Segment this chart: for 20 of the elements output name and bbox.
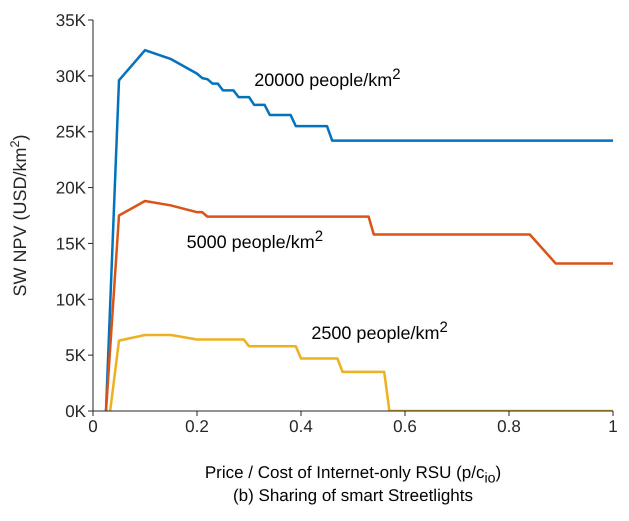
x-tick-label: 0.6 [393, 417, 417, 436]
y-tick-label: 5K [65, 346, 87, 366]
line-series [104, 200, 613, 411]
series-label: 5000 people/km$^{2}$ [186, 227, 324, 254]
x-tick-label: 1 [608, 417, 618, 436]
series-label: 2500 people/km$^{2}$ [311, 318, 448, 344]
x-tick-label: 0.2 [185, 417, 209, 436]
series-label: 20000 people/km$^{2}$ [254, 64, 401, 91]
x-tick-label: 0.8 [497, 417, 521, 436]
x-tick-label: 0 [88, 417, 98, 436]
y-tick-label: 15K [56, 234, 87, 254]
y-tick-label: 20K [56, 178, 87, 198]
y-tick-label: 35K [56, 11, 87, 30]
text: (b) Sharing of smart Streetlights [232, 486, 474, 506]
x-tick-label: 0.4 [289, 417, 313, 436]
y-tick-label: 10K [56, 290, 87, 310]
y-tick-label: 30K [56, 66, 87, 86]
y-tick-label: 0K [65, 402, 87, 422]
x-axis-title: Price / Cost of Internet-only RSU (p/c$_{io}$) [204, 463, 502, 486]
y-tick-label: 25K [56, 122, 87, 142]
